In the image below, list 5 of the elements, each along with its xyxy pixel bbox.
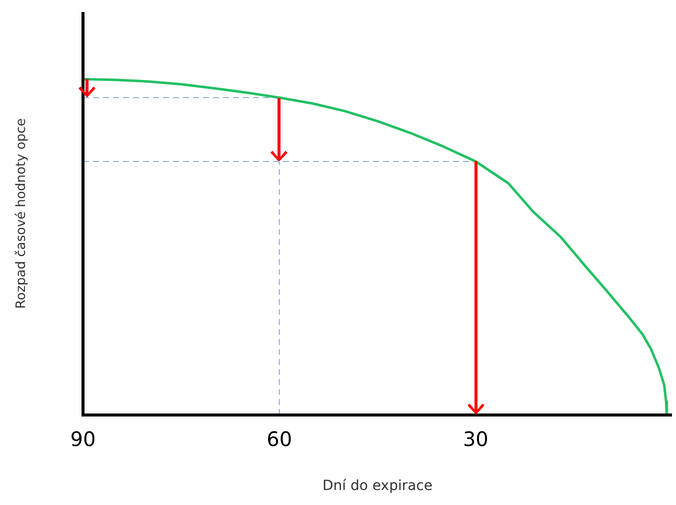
x-tick-label: 60 xyxy=(266,427,292,452)
x-tick-label: 90 xyxy=(70,427,96,452)
y-axis-title: Rozpad časové hodnoty opce xyxy=(14,118,30,309)
x-tick-label: 30 xyxy=(462,427,488,452)
x-axis-title: Dní do expirace xyxy=(322,478,432,494)
